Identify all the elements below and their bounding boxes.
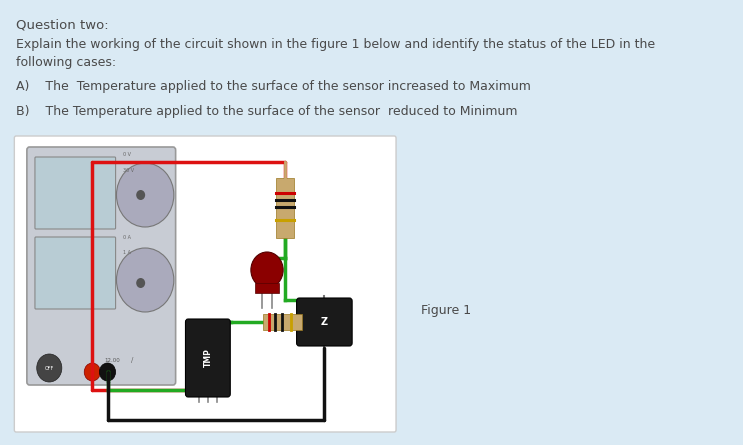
- Circle shape: [100, 363, 116, 381]
- Bar: [256, 283, 279, 293]
- FancyBboxPatch shape: [35, 237, 116, 309]
- Circle shape: [136, 190, 145, 200]
- Text: TMP: TMP: [204, 348, 212, 368]
- Text: A)    The  Temperature applied to the surface of the sensor increased to Maximum: A) The Temperature applied to the surfac…: [16, 80, 531, 93]
- Text: Z: Z: [321, 317, 328, 327]
- FancyBboxPatch shape: [296, 298, 352, 346]
- Text: 0 A: 0 A: [123, 235, 131, 240]
- Circle shape: [117, 248, 174, 312]
- FancyBboxPatch shape: [27, 147, 175, 385]
- Text: 0 V: 0 V: [123, 152, 131, 157]
- Text: 12.00: 12.00: [104, 357, 120, 363]
- Text: Explain the working of the circuit shown in the figure 1 below and identify the : Explain the working of the circuit shown…: [16, 38, 655, 51]
- Text: 30 V: 30 V: [123, 168, 134, 173]
- Text: /: /: [132, 357, 134, 363]
- Circle shape: [84, 363, 100, 381]
- Text: following cases:: following cases:: [16, 56, 116, 69]
- Circle shape: [36, 354, 62, 382]
- Text: B)    The Temperature applied to the surface of the sensor  reduced to Minimum: B) The Temperature applied to the surfac…: [16, 105, 518, 118]
- Circle shape: [136, 278, 145, 288]
- FancyBboxPatch shape: [186, 319, 230, 397]
- Text: Figure 1: Figure 1: [421, 303, 471, 316]
- Circle shape: [117, 163, 174, 227]
- Circle shape: [251, 252, 283, 288]
- Text: OFF: OFF: [45, 365, 54, 371]
- FancyBboxPatch shape: [35, 157, 116, 229]
- Bar: [262, 314, 302, 330]
- FancyBboxPatch shape: [14, 136, 396, 432]
- Text: 1 A: 1 A: [123, 250, 131, 255]
- Text: Question two:: Question two:: [16, 18, 108, 31]
- Bar: [276, 178, 294, 238]
